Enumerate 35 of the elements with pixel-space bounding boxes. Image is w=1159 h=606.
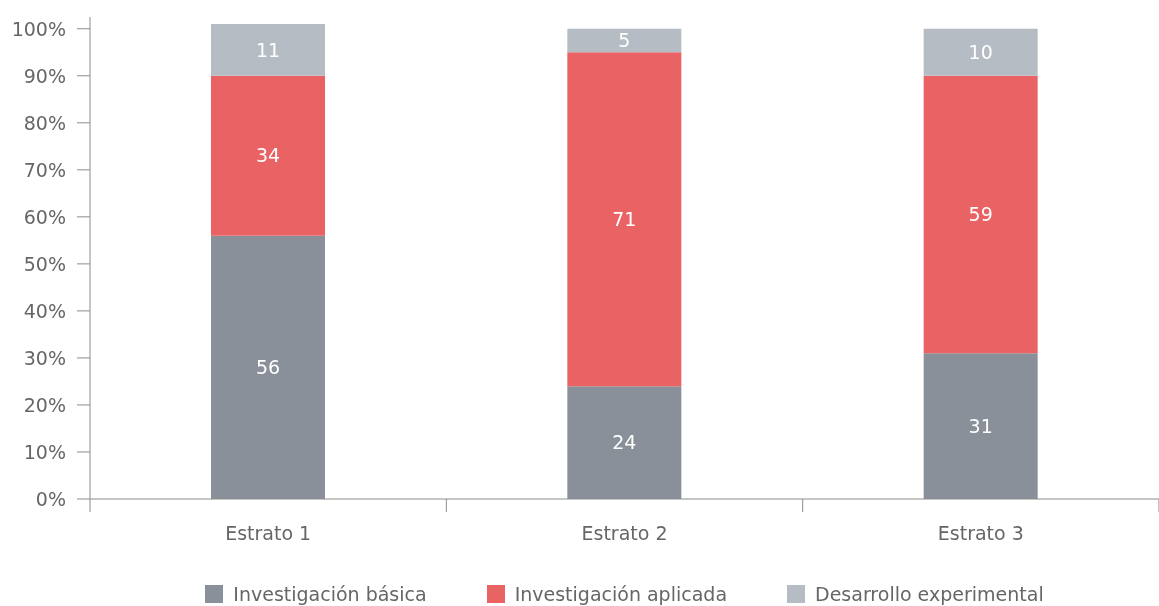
data-label: 34 <box>255 144 281 167</box>
x-tick-label: Estrato 2 <box>581 522 668 544</box>
y-tick-label: 100% <box>11 17 66 40</box>
x-tick-label: Estrato 3 <box>937 522 1024 544</box>
bar <box>567 52 682 387</box>
y-tick-label: 30% <box>23 346 66 369</box>
data-label: 24 <box>612 431 637 454</box>
y-tick-label: 10% <box>23 440 66 463</box>
bar <box>211 75 325 236</box>
y-tick-label: 20% <box>23 393 66 416</box>
y-tick-label: 40% <box>23 299 66 322</box>
bar <box>923 353 1038 499</box>
y-tick-label: 90% <box>23 64 66 87</box>
legend-label: Desarrollo experimental <box>815 583 1044 605</box>
y-tick-label: 50% <box>23 252 66 275</box>
y-tick-label: 0% <box>35 487 66 510</box>
bar <box>923 28 1038 76</box>
data-label: 59 <box>968 203 993 226</box>
data-label: 10 <box>968 41 993 64</box>
bar <box>567 386 682 499</box>
data-label: 56 <box>255 356 281 379</box>
bar <box>923 75 1038 354</box>
data-label: 31 <box>968 414 993 437</box>
data-label: 71 <box>612 207 637 230</box>
y-tick-label: 60% <box>23 205 66 228</box>
legend-label: Investigación aplicada <box>514 583 728 605</box>
data-label: 11 <box>255 38 281 61</box>
bar <box>211 24 325 76</box>
y-tick-label: 70% <box>23 158 66 181</box>
data-label: 5 <box>618 29 631 52</box>
bar <box>567 28 682 53</box>
legend-label: Investigación básica <box>233 583 427 605</box>
bar <box>211 235 325 499</box>
x-tick-label: Estrato 1 <box>225 522 312 544</box>
y-tick-label: 80% <box>23 111 66 134</box>
